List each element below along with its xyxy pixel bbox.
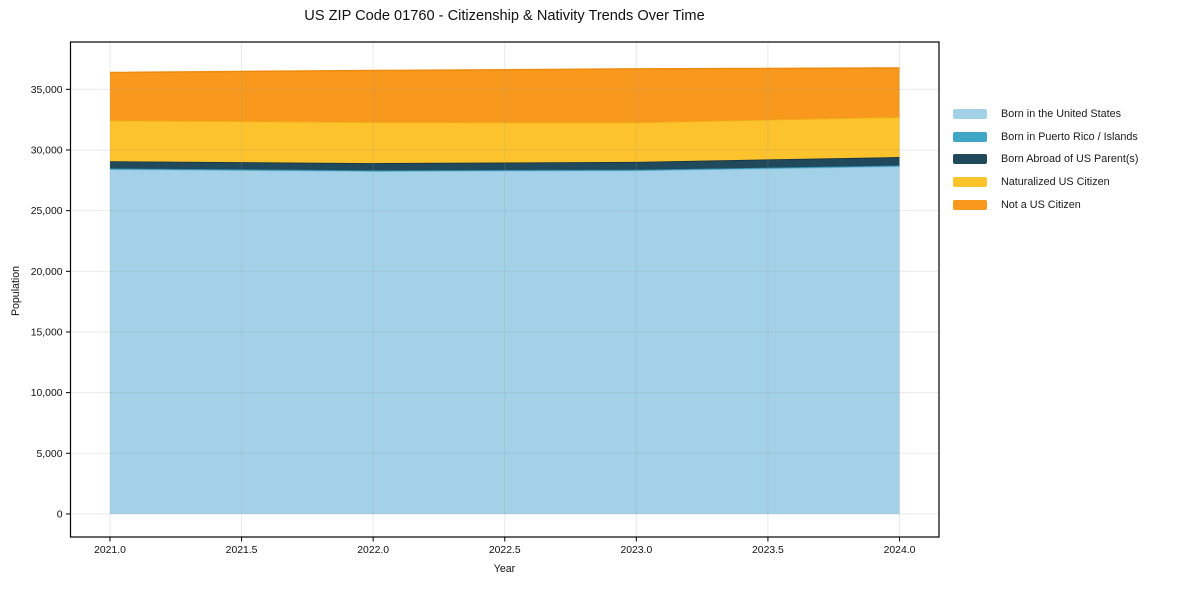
y-tick-label: 0 [57,509,63,520]
x-tick-label: 2021.0 [94,545,126,556]
legend-item-0: Born in the United States [953,103,1138,126]
legend-swatch-icon [953,131,987,142]
legend-label: Naturalized US Citizen [1001,176,1110,189]
area-layer-2 [109,157,900,171]
x-tick-label: 2022.5 [489,545,521,556]
x-axis-label: Year [493,563,516,575]
area-edge-4 [109,67,900,74]
y-axis-label: Population [10,265,22,317]
x-tick-label: 2023.0 [620,545,652,556]
x-tick-label: 2022.0 [357,545,389,556]
y-tick-label: 10,000 [31,388,63,399]
legend-label: Not a US Citizen [1001,198,1081,211]
area-layer-0 [109,166,900,514]
y-tick-label: 20,000 [31,267,63,278]
legend-item-2: Born Abroad of US Parent(s) [953,148,1138,171]
legend-item-1: Born in Puerto Rico / Islands [953,126,1138,149]
legend-label: Born Abroad of US Parent(s) [1001,153,1139,166]
legend-swatch-icon [953,199,987,210]
y-tick-label: 5,000 [36,449,62,460]
legend-item-3: Naturalized US Citizen [953,171,1138,194]
legend-swatch-icon [953,109,987,120]
x-tick-label: 2024.0 [884,545,916,556]
legend-label: Born in the United States [1001,108,1122,121]
area-edge-2 [109,156,900,164]
x-tick-label: 2023.5 [752,545,784,556]
legend-swatch-icon [953,177,987,188]
legend-swatch-icon [953,154,987,165]
y-tick-label: 15,000 [31,327,63,338]
legend-item-4: Not a US Citizen [953,193,1138,216]
y-tick-label: 30,000 [31,145,63,156]
chart-title: US ZIP Code 01760 - Citizenship & Nativi… [304,8,705,24]
area-layer-3 [109,117,900,164]
chart-legend: Born in the United States Born in Puerto … [953,103,1138,216]
area-edge-0 [109,165,900,172]
legend-label: Born in Puerto Rico / Islands [1001,130,1138,143]
area-layer-4 [109,67,900,123]
y-tick-label: 25,000 [31,206,63,217]
x-tick-label: 2021.5 [226,545,258,556]
y-tick-label: 35,000 [31,85,63,96]
